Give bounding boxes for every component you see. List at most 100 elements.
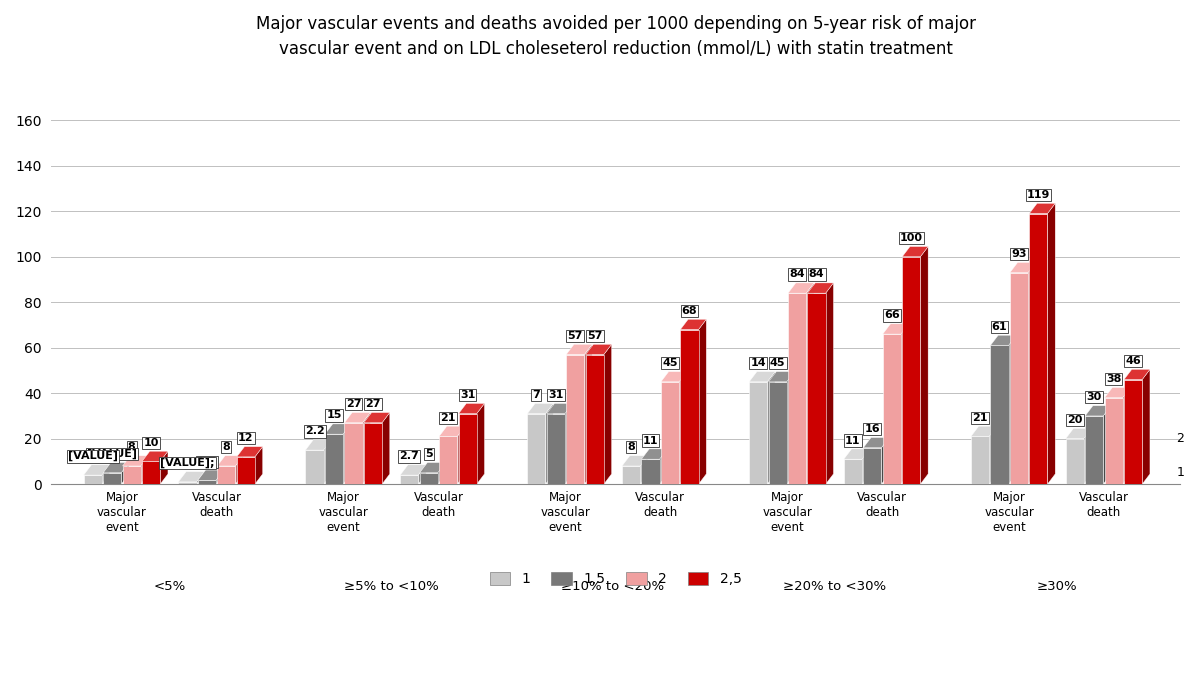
Polygon shape bbox=[901, 324, 908, 484]
Bar bbox=[844, 459, 862, 484]
Bar bbox=[768, 382, 787, 484]
Text: 38: 38 bbox=[1106, 374, 1121, 384]
Text: ≥30%: ≥30% bbox=[1037, 579, 1076, 593]
Polygon shape bbox=[476, 404, 485, 484]
Bar bbox=[364, 423, 382, 484]
Text: 27: 27 bbox=[365, 399, 380, 409]
Text: 2.2: 2.2 bbox=[305, 426, 324, 436]
Polygon shape bbox=[1123, 387, 1130, 484]
Bar bbox=[122, 466, 140, 484]
Polygon shape bbox=[102, 465, 109, 484]
Polygon shape bbox=[1010, 263, 1036, 273]
Title: Major vascular events and deaths avoided per 1000 depending on 5-year risk of ma: Major vascular events and deaths avoided… bbox=[256, 15, 976, 58]
Bar bbox=[971, 436, 989, 484]
Polygon shape bbox=[787, 371, 794, 484]
Text: 61: 61 bbox=[991, 322, 1007, 332]
Polygon shape bbox=[1142, 369, 1150, 484]
Polygon shape bbox=[343, 424, 350, 484]
Polygon shape bbox=[679, 371, 686, 484]
Polygon shape bbox=[103, 462, 130, 473]
Bar bbox=[642, 459, 660, 484]
Polygon shape bbox=[584, 344, 592, 484]
Polygon shape bbox=[604, 344, 612, 484]
Polygon shape bbox=[1084, 429, 1092, 484]
Polygon shape bbox=[439, 426, 466, 436]
Polygon shape bbox=[236, 446, 263, 457]
Polygon shape bbox=[420, 462, 445, 473]
Text: 66: 66 bbox=[884, 311, 900, 320]
Polygon shape bbox=[546, 404, 553, 484]
Bar bbox=[439, 436, 457, 484]
Text: 11: 11 bbox=[845, 435, 860, 446]
Polygon shape bbox=[160, 451, 168, 484]
Polygon shape bbox=[698, 319, 707, 484]
Text: 8: 8 bbox=[127, 442, 136, 453]
Bar bbox=[883, 334, 901, 484]
Text: 15: 15 bbox=[326, 411, 342, 420]
Bar bbox=[1104, 398, 1123, 484]
Text: 84: 84 bbox=[790, 269, 805, 280]
Polygon shape bbox=[458, 404, 485, 413]
Bar bbox=[400, 475, 419, 484]
Bar bbox=[586, 355, 604, 484]
Bar bbox=[1030, 214, 1048, 484]
Bar bbox=[1010, 273, 1028, 484]
Text: 46: 46 bbox=[1126, 356, 1141, 366]
Polygon shape bbox=[122, 455, 149, 466]
Bar bbox=[788, 293, 806, 484]
Polygon shape bbox=[527, 404, 553, 413]
Polygon shape bbox=[1085, 406, 1111, 416]
Polygon shape bbox=[179, 472, 204, 482]
Text: 119: 119 bbox=[1027, 190, 1050, 200]
Bar bbox=[306, 450, 324, 484]
Text: 1: 1 bbox=[1176, 466, 1184, 480]
Polygon shape bbox=[324, 440, 331, 484]
Bar bbox=[1085, 416, 1103, 484]
Polygon shape bbox=[622, 455, 648, 466]
Polygon shape bbox=[382, 413, 390, 484]
Polygon shape bbox=[400, 465, 426, 475]
Polygon shape bbox=[902, 247, 928, 257]
Polygon shape bbox=[457, 426, 466, 484]
Legend: 1, 1,5, 2, 2,5: 1, 1,5, 2, 2,5 bbox=[484, 567, 746, 592]
Text: 8: 8 bbox=[222, 442, 230, 453]
Text: 20: 20 bbox=[1067, 415, 1082, 425]
Bar bbox=[1066, 439, 1084, 484]
Text: 8: 8 bbox=[628, 442, 635, 453]
Polygon shape bbox=[1028, 263, 1036, 484]
Text: ≥5% to <10%: ≥5% to <10% bbox=[343, 579, 438, 593]
Bar bbox=[661, 382, 679, 484]
Polygon shape bbox=[419, 465, 426, 484]
Polygon shape bbox=[844, 449, 870, 459]
Polygon shape bbox=[364, 413, 390, 423]
Text: 30: 30 bbox=[1086, 392, 1102, 402]
Polygon shape bbox=[121, 462, 130, 484]
Text: 11: 11 bbox=[643, 435, 659, 446]
Text: <5%: <5% bbox=[154, 579, 185, 593]
Text: 12: 12 bbox=[238, 433, 253, 443]
Polygon shape bbox=[197, 472, 204, 484]
Polygon shape bbox=[920, 247, 928, 484]
Text: 57: 57 bbox=[587, 331, 602, 341]
Polygon shape bbox=[767, 371, 775, 484]
Polygon shape bbox=[198, 470, 223, 480]
Polygon shape bbox=[142, 451, 168, 462]
Polygon shape bbox=[140, 455, 149, 484]
Polygon shape bbox=[586, 344, 612, 355]
Bar bbox=[680, 329, 698, 484]
Text: 31: 31 bbox=[460, 390, 475, 400]
Text: 2: 2 bbox=[1176, 432, 1184, 445]
Bar bbox=[622, 466, 640, 484]
Polygon shape bbox=[216, 470, 223, 484]
Text: 100: 100 bbox=[900, 233, 923, 243]
Polygon shape bbox=[826, 283, 834, 484]
Text: 84: 84 bbox=[809, 269, 824, 280]
Text: 16: 16 bbox=[864, 424, 880, 434]
Bar bbox=[1124, 380, 1142, 484]
Text: 14: 14 bbox=[750, 358, 766, 368]
Polygon shape bbox=[1103, 406, 1111, 484]
Polygon shape bbox=[989, 426, 997, 484]
Bar bbox=[458, 413, 476, 484]
Polygon shape bbox=[306, 440, 331, 450]
Bar bbox=[142, 462, 160, 484]
